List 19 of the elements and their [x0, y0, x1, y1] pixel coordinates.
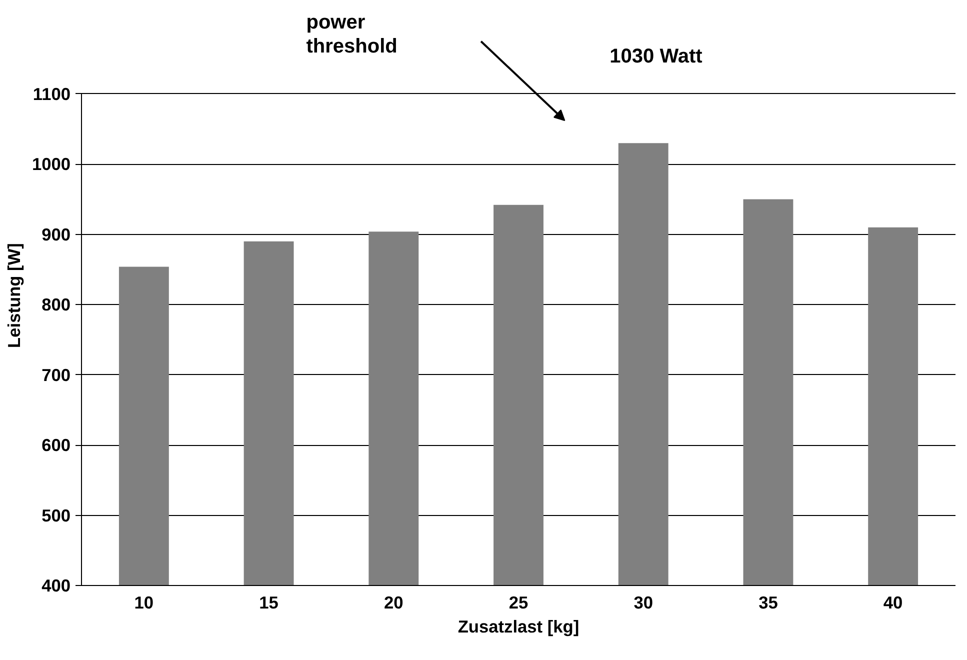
x-tick-label: 20 [384, 592, 404, 612]
y-tick-label: 900 [42, 224, 71, 244]
x-axis-title: Zusatzlast [kg] [458, 616, 580, 636]
y-tick-label: 500 [42, 505, 71, 526]
y-tick-label: 1000 [32, 154, 71, 174]
y-tick-label: 700 [42, 364, 71, 385]
text: 1030 Watt [610, 46, 703, 68]
x-tick-label: 10 [134, 592, 154, 612]
y-tick-label: 1100 [32, 84, 70, 104]
y-tick-label: 800 [42, 294, 71, 315]
x-tick-label: 25 [508, 592, 528, 612]
x-tick-label: 40 [883, 592, 903, 612]
x-tick-label: 15 [259, 592, 279, 612]
y-axis-title: Leistung [W] [4, 243, 24, 348]
x-tick-label: 30 [634, 592, 653, 612]
text: power threshold [306, 11, 398, 58]
y-tick-label: 600 [42, 435, 71, 456]
y-tick-label: 400 [42, 576, 71, 596]
x-tick-label: 35 [758, 592, 778, 612]
